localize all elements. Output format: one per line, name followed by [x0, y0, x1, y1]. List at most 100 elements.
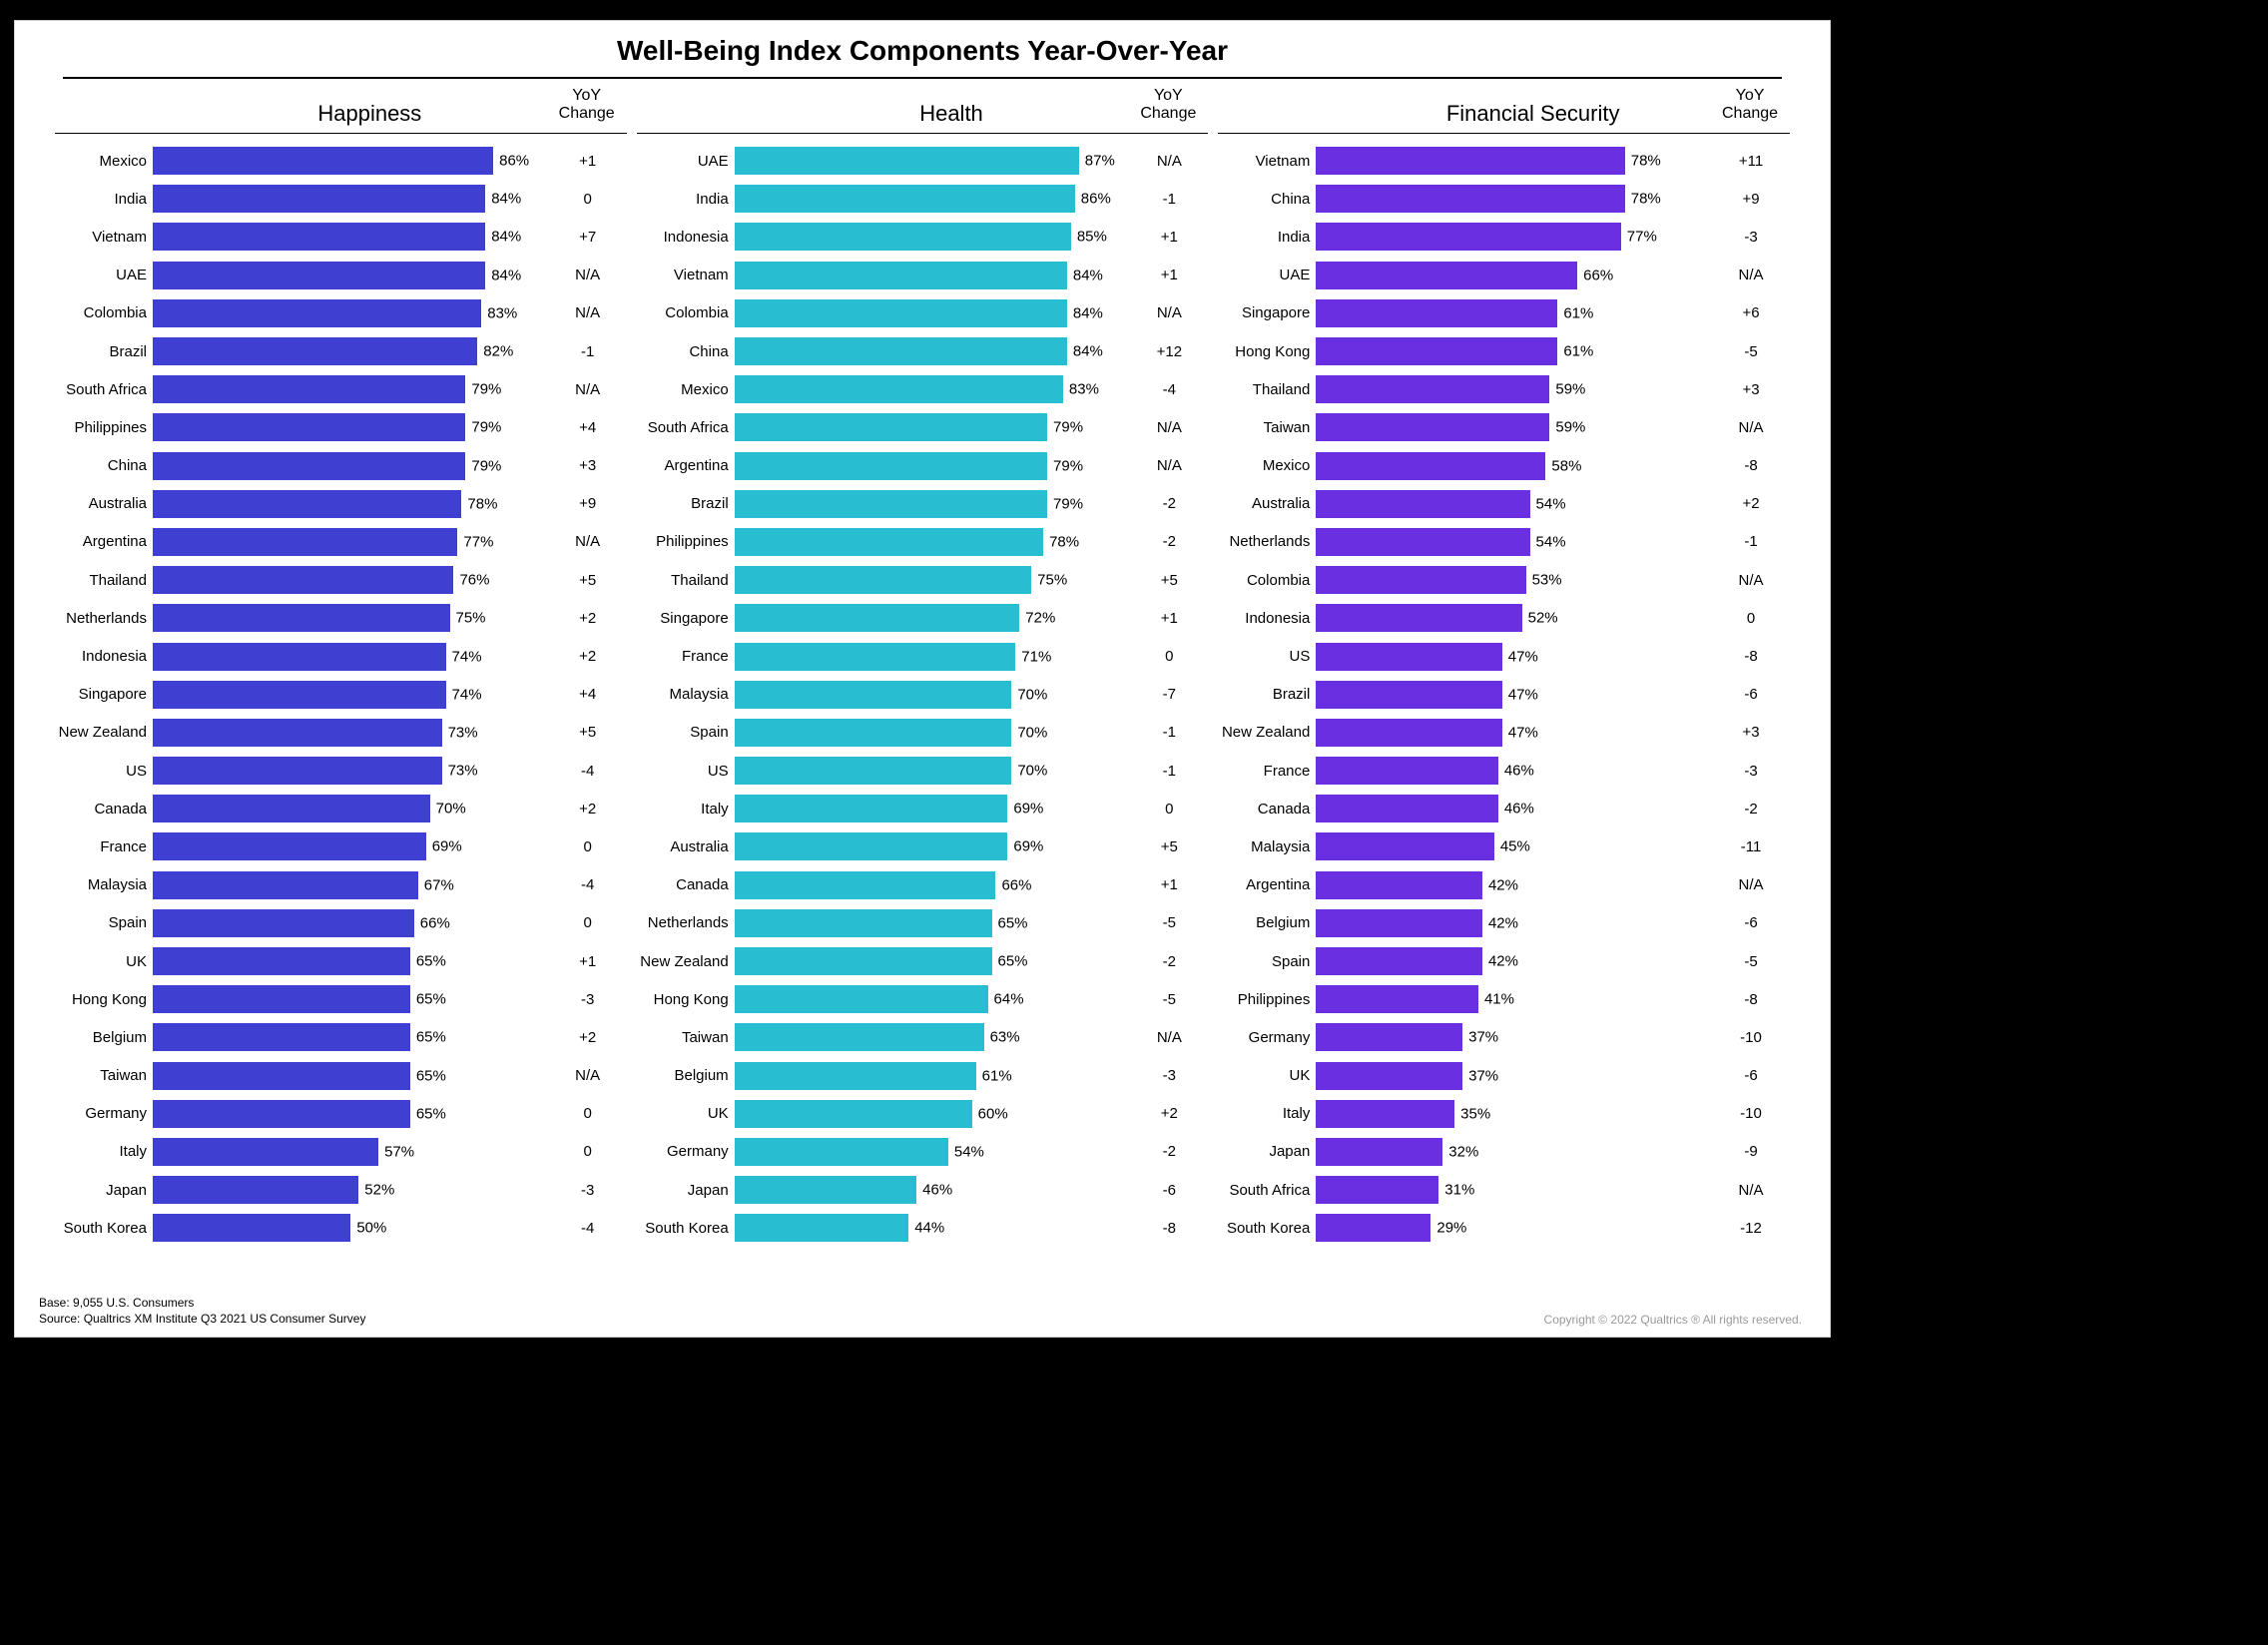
footer-base: Base: 9,055 U.S. Consumers	[39, 1295, 365, 1311]
panel-happiness: HappinessYoYChangeMexico86%+1India84%0Vi…	[55, 85, 627, 1247]
bar-track: 70%	[153, 795, 549, 822]
bar	[153, 299, 481, 327]
yoy-value: N/A	[549, 267, 627, 283]
bar-track: 74%	[153, 643, 549, 671]
bar-track: 79%	[735, 413, 1131, 441]
bar	[153, 413, 465, 441]
value-label: 87%	[1079, 153, 1115, 170]
bar-track: 58%	[1316, 452, 1712, 480]
bar-row: New Zealand73%+5	[55, 714, 627, 752]
value-label: 65%	[410, 1067, 446, 1084]
country-label: Spain	[637, 724, 735, 741]
country-label: Mexico	[637, 381, 735, 398]
bar-row: Canada70%+2	[55, 790, 627, 827]
value-label: 52%	[1522, 610, 1558, 627]
value-label: 84%	[485, 191, 521, 208]
yoy-header-line2: Change	[1128, 105, 1208, 123]
country-label: Taiwan	[55, 1067, 153, 1084]
bar-row: Vietnam84%+7	[55, 218, 627, 256]
rows: UAE87%N/AIndia86%-1Indonesia85%+1Vietnam…	[637, 142, 1209, 1247]
value-label: 72%	[1019, 610, 1055, 627]
country-label: UK	[1218, 1067, 1316, 1084]
bar-track: 50%	[153, 1214, 549, 1242]
bar	[735, 528, 1043, 556]
yoy-value: 0	[549, 1105, 627, 1122]
value-label: 84%	[1067, 267, 1103, 283]
bar	[153, 490, 461, 518]
value-label: 65%	[410, 1105, 446, 1122]
value-label: 75%	[1031, 572, 1067, 589]
bar-row: Belgium42%-6	[1218, 904, 1790, 942]
bar	[1316, 719, 1501, 747]
bar	[153, 909, 414, 937]
bar	[735, 947, 992, 975]
footer-source: Source: Qualtrics XM Institute Q3 2021 U…	[39, 1311, 365, 1327]
bar-row: Thailand76%+5	[55, 561, 627, 599]
bar-row: Argentina79%N/A	[637, 447, 1209, 485]
bar-row: South Africa79%N/A	[55, 370, 627, 408]
value-label: 66%	[1577, 267, 1613, 283]
footer-notes: Base: 9,055 U.S. Consumers Source: Qualt…	[39, 1295, 365, 1327]
bar-track: 65%	[153, 1023, 549, 1051]
bar-track: 86%	[735, 185, 1131, 213]
country-label: New Zealand	[55, 724, 153, 741]
yoy-value: -3	[1712, 229, 1790, 246]
bar	[153, 262, 485, 289]
yoy-value: -11	[1712, 838, 1790, 855]
country-label: Colombia	[1218, 572, 1316, 589]
bar-row: India 84% 0	[55, 180, 627, 218]
yoy-value: -1	[1130, 191, 1208, 208]
country-label: India	[55, 191, 153, 208]
bar	[1316, 985, 1478, 1013]
country-label: Thailand	[637, 572, 735, 589]
bar-track: 47%	[1316, 643, 1712, 671]
value-label: 54%	[1530, 495, 1566, 512]
bar-track: 65%	[153, 985, 549, 1013]
bar	[735, 909, 992, 937]
yoy-value: +3	[1712, 724, 1790, 741]
yoy-value: -10	[1712, 1029, 1790, 1046]
value-label: 37%	[1462, 1029, 1498, 1046]
bar-track: 83%	[735, 375, 1131, 403]
bar	[153, 947, 410, 975]
rows: Mexico86%+1India84%0Vietnam84%+7UAE84%N/…	[55, 142, 627, 1247]
bar-track: 71%	[735, 643, 1131, 671]
country-label: Japan	[637, 1182, 735, 1199]
value-label: 64%	[988, 991, 1024, 1008]
bar-row: Argentina42%N/A	[1218, 866, 1790, 904]
bar	[153, 719, 442, 747]
bar-row: Vietnam78%+11	[1218, 142, 1790, 180]
bar	[735, 337, 1067, 365]
value-label: 70%	[1011, 724, 1047, 741]
yoy-value: N/A	[1712, 267, 1790, 283]
bar-track: 52%	[1316, 604, 1712, 632]
yoy-value: 0	[1712, 610, 1790, 627]
bar	[1316, 1176, 1438, 1204]
bar-row: Netherlands65%-5	[637, 904, 1209, 942]
chart-canvas: Well-Being Index Components Year-Over-Ye…	[14, 20, 1831, 1338]
bar-track: 70%	[735, 719, 1131, 747]
value-label: 52%	[358, 1182, 394, 1199]
bar-row: Hong Kong64%-5	[637, 980, 1209, 1018]
bar-row: Philippines79%+4	[55, 408, 627, 446]
country-label: Italy	[1218, 1105, 1316, 1122]
value-label: 42%	[1482, 876, 1518, 893]
bar-row: South Africa31%N/A	[1218, 1171, 1790, 1209]
bar	[1316, 262, 1577, 289]
yoy-value: +1	[549, 153, 627, 170]
bar-row: Italy35%-10	[1218, 1095, 1790, 1133]
bar-track: 54%	[1316, 528, 1712, 556]
value-label: 84%	[485, 267, 521, 283]
bar	[153, 147, 493, 175]
value-label: 79%	[1047, 495, 1083, 512]
bar-row: Belgium65%+2	[55, 1018, 627, 1056]
bar-row: South Korea50%-4	[55, 1209, 627, 1247]
panel-rule	[637, 133, 1209, 134]
yoy-header: YoYChange	[547, 87, 627, 124]
bar	[1316, 413, 1549, 441]
bar	[153, 337, 477, 365]
bar-row: Singapore72%+1	[637, 599, 1209, 637]
bar	[1316, 490, 1529, 518]
country-label: Hong Kong	[55, 991, 153, 1008]
yoy-value: 0	[549, 191, 627, 208]
